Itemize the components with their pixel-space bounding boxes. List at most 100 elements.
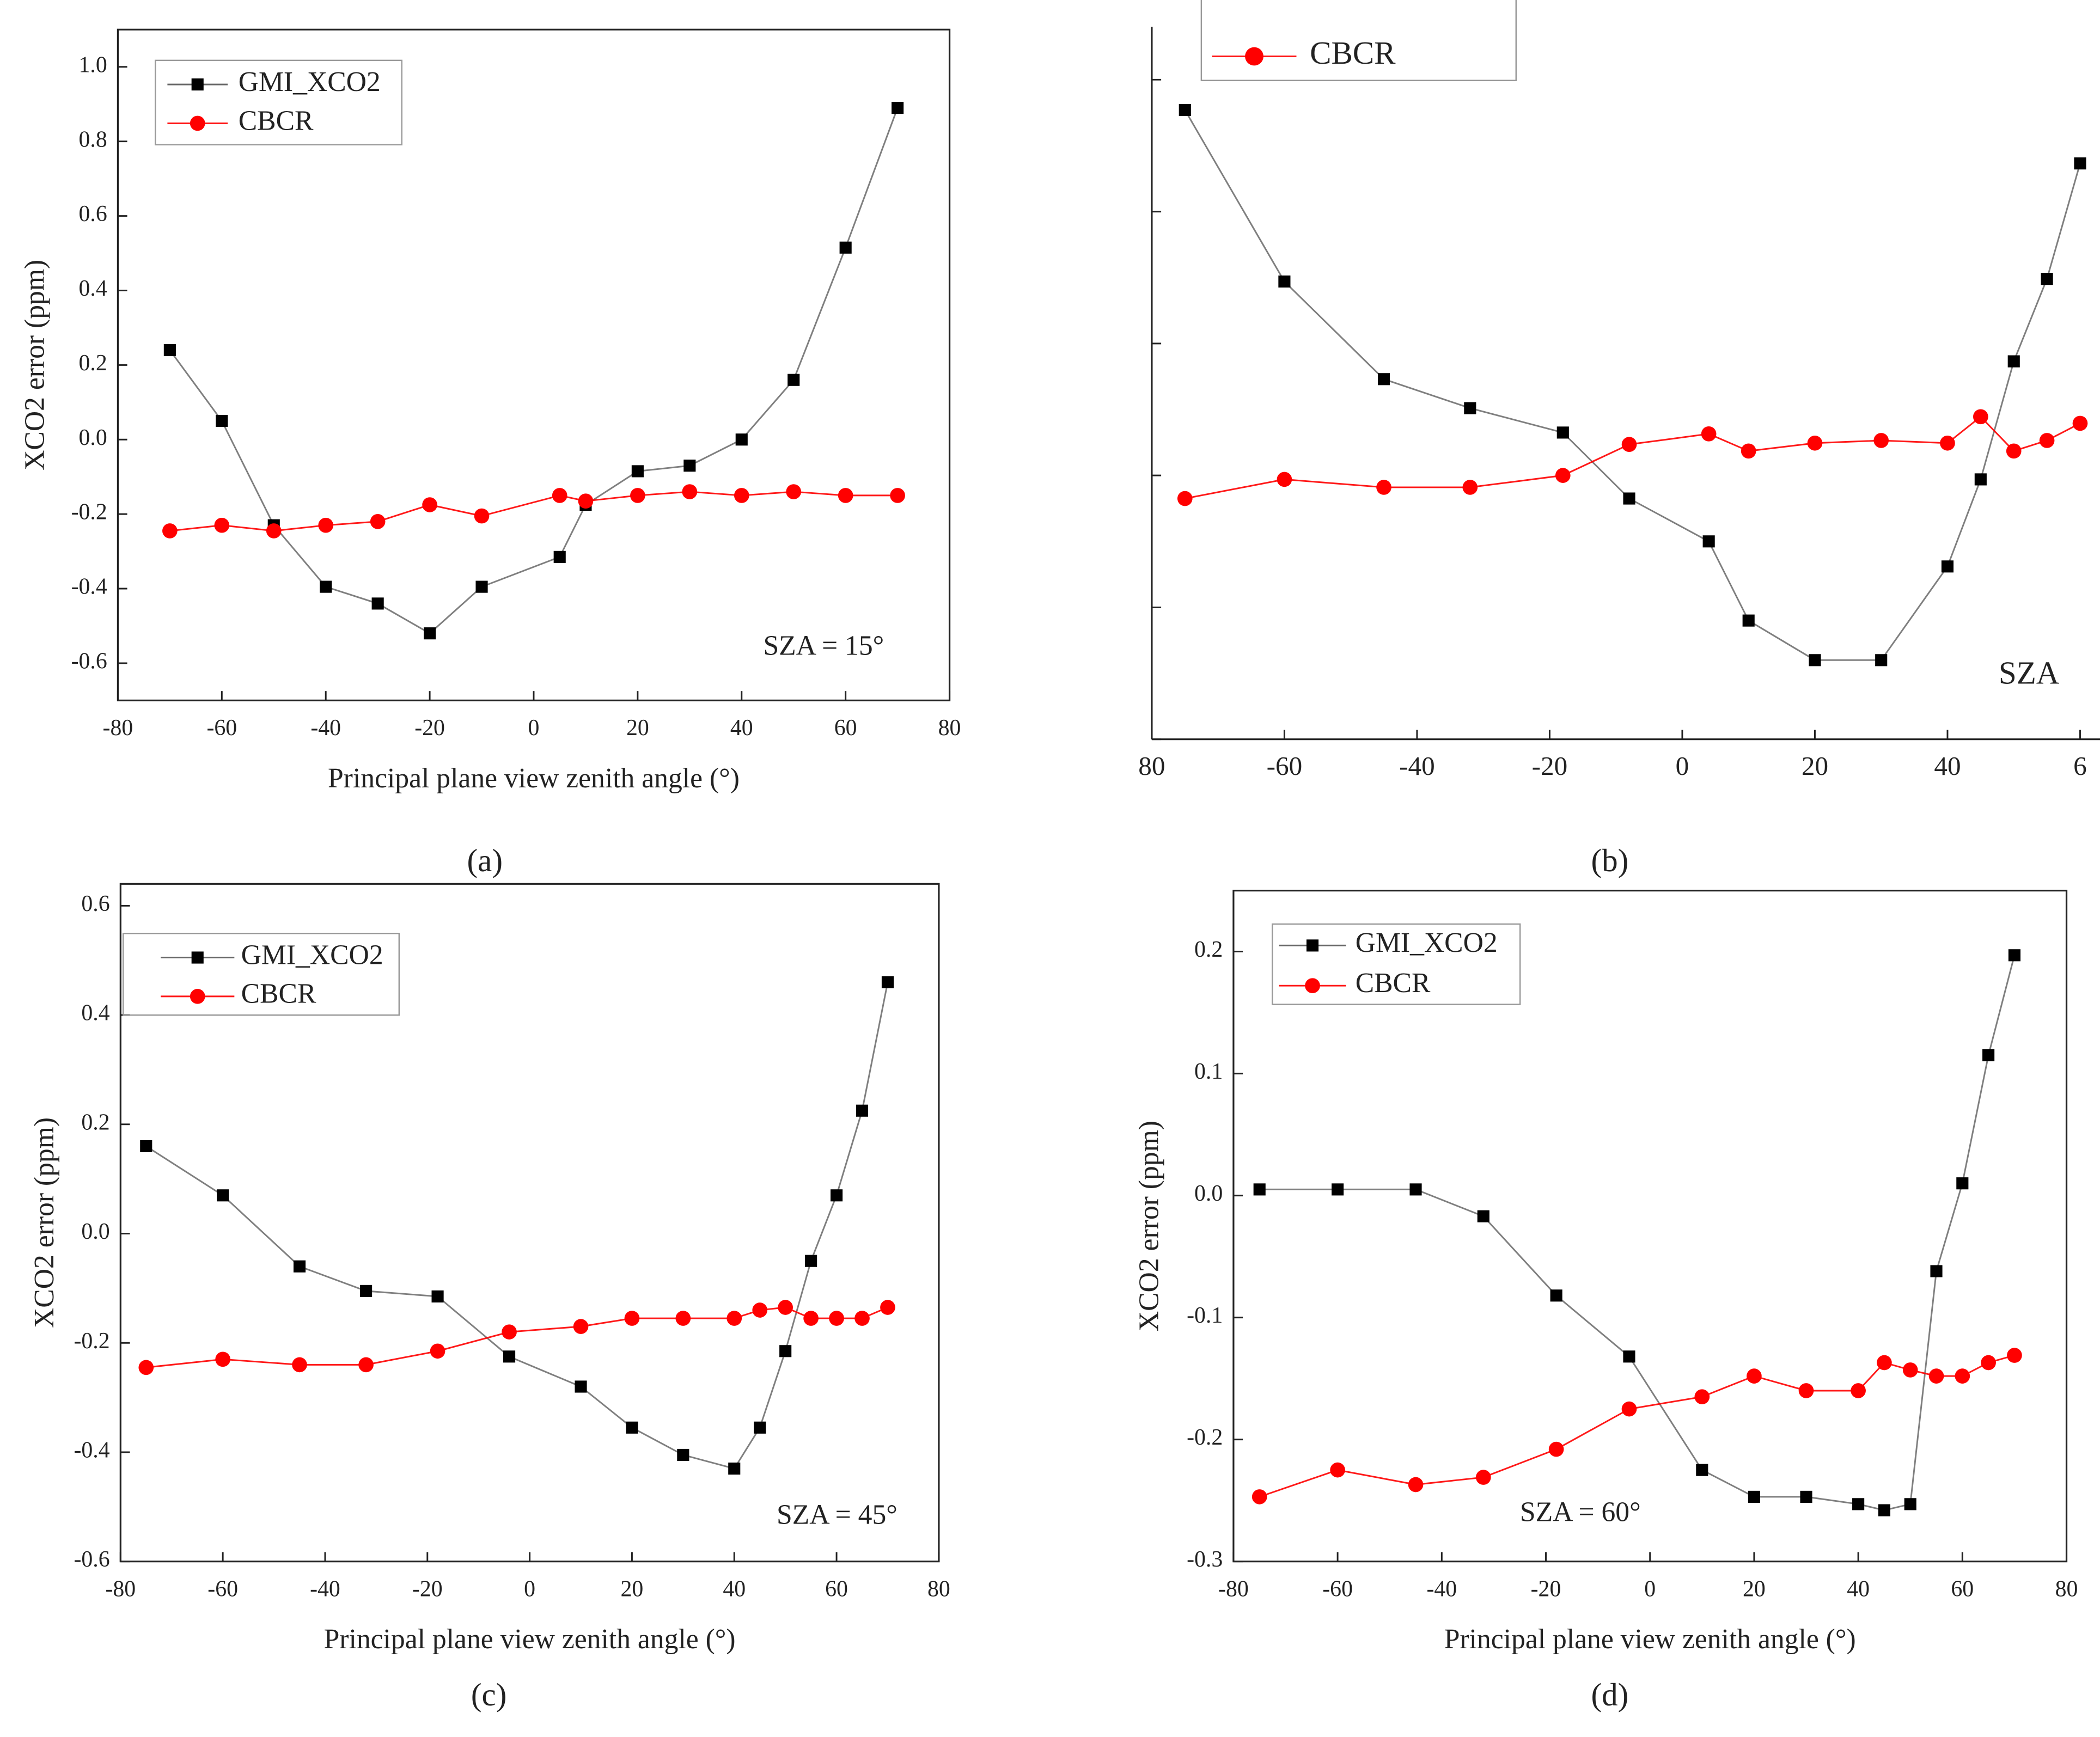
y-tick-label: -0.6 xyxy=(74,1547,109,1572)
data-point xyxy=(1875,654,1888,666)
data-point xyxy=(1748,1490,1760,1503)
x-tick-label: -20 xyxy=(1532,751,1568,781)
x-tick-label: -60 xyxy=(1322,1576,1353,1601)
data-point xyxy=(1798,1383,1814,1398)
data-point xyxy=(1462,480,1478,495)
legend-label: CBCR xyxy=(1356,968,1431,999)
data-point xyxy=(1701,426,1717,442)
data-point xyxy=(502,1324,517,1340)
y-tick-label: 0.0 xyxy=(78,425,107,450)
data-point xyxy=(1851,1383,1866,1398)
data-point xyxy=(1177,491,1193,506)
data-point xyxy=(1696,1464,1708,1476)
data-point xyxy=(1981,1355,1996,1371)
data-point xyxy=(1741,443,1756,459)
data-point xyxy=(683,460,696,472)
data-point xyxy=(1742,614,1755,627)
data-point xyxy=(1376,480,1391,495)
panel-label: (b) xyxy=(1591,842,1629,878)
panel-label: (c) xyxy=(471,1677,507,1712)
data-point xyxy=(503,1350,516,1363)
y-tick-label: -0.2 xyxy=(1187,1425,1223,1450)
legend-marker xyxy=(190,989,205,1004)
y-tick-label: -0.2 xyxy=(74,1329,109,1354)
x-tick-label: -40 xyxy=(1399,751,1435,781)
annotation: SZA = 45° xyxy=(777,1499,898,1530)
data-point xyxy=(779,1345,792,1357)
x-tick-label: -60 xyxy=(207,1576,238,1601)
legend-label: GMI_XCO2 xyxy=(239,66,381,97)
y-tick-label: -0.4 xyxy=(74,1438,109,1463)
legend-marker xyxy=(1305,978,1320,994)
legend-marker xyxy=(190,115,205,131)
x-tick-label: -20 xyxy=(414,715,445,741)
y-tick-label: 0.4 xyxy=(78,276,107,301)
y-tick-label: 0.4 xyxy=(81,1001,109,1026)
x-tick-label: 80 xyxy=(2055,1576,2078,1601)
data-point xyxy=(1409,1183,1422,1196)
x-tick-label: 0 xyxy=(528,715,540,741)
y-tick-label: -0.2 xyxy=(71,500,107,525)
data-point xyxy=(677,1448,689,1461)
legend-marker xyxy=(1306,939,1319,952)
data-point xyxy=(293,1260,306,1273)
y-tick-label: 0.0 xyxy=(81,1219,109,1244)
legend-marker xyxy=(1245,47,1263,66)
data-point xyxy=(214,517,230,533)
y-tick-label: 0.0 xyxy=(1194,1181,1223,1206)
x-tick-label: -20 xyxy=(412,1576,443,1601)
legend-box xyxy=(1200,0,1517,82)
data-point xyxy=(626,1421,638,1434)
data-point xyxy=(140,1140,152,1153)
series-line xyxy=(1259,1354,2015,1498)
data-point xyxy=(371,597,384,610)
data-point xyxy=(854,1311,870,1326)
series-line xyxy=(146,1306,888,1368)
x-tick-label: 40 xyxy=(730,715,753,741)
data-point xyxy=(1852,1498,1865,1510)
data-point xyxy=(430,1343,445,1359)
legend-label: CBCR xyxy=(241,978,316,1010)
y-tick-label: 0.2 xyxy=(78,351,107,376)
data-point xyxy=(631,465,644,478)
y-tick-label: 0.8 xyxy=(78,127,107,152)
data-point xyxy=(1928,1368,1944,1384)
data-point xyxy=(1550,1289,1562,1302)
data-point xyxy=(805,1255,817,1267)
y-tick-label: -0.6 xyxy=(71,649,107,674)
y-tick-label: 0.2 xyxy=(81,1110,109,1135)
annotation: SZA = 60° xyxy=(1520,1496,1641,1527)
data-point xyxy=(881,976,894,988)
series-line xyxy=(145,982,889,1470)
data-point xyxy=(1477,1210,1489,1222)
x-tick-label: -40 xyxy=(1426,1576,1457,1601)
data-point xyxy=(1623,492,1635,505)
x-tick-label: 0 xyxy=(1644,1576,1656,1601)
data-point xyxy=(1694,1389,1710,1405)
y-tick-label: -0.4 xyxy=(71,574,107,600)
data-point xyxy=(1800,1490,1812,1503)
x-tick-label: 20 xyxy=(621,1576,644,1601)
data-point xyxy=(1930,1265,1943,1277)
data-point xyxy=(216,414,228,427)
data-point xyxy=(475,580,488,593)
x-axis-label: Principal plane view zenith angle (°) xyxy=(1444,1624,1856,1655)
x-tick-label: 60 xyxy=(834,715,857,741)
data-point xyxy=(318,517,334,533)
legend-box xyxy=(123,933,400,1016)
data-point xyxy=(1179,103,1191,117)
data-point xyxy=(1332,1183,1344,1196)
x-tick-label: -60 xyxy=(206,715,237,741)
data-point xyxy=(1330,1462,1345,1478)
data-point xyxy=(682,484,698,499)
data-point xyxy=(1555,468,1571,483)
x-tick-label: -40 xyxy=(310,715,341,741)
x-tick-label: 0 xyxy=(1676,751,1689,781)
data-point xyxy=(552,488,567,503)
y-axis-label: XCO2 error (ppm) xyxy=(29,1117,60,1328)
data-point xyxy=(1548,1441,1564,1457)
data-point xyxy=(787,374,800,386)
legend-box xyxy=(155,59,402,146)
data-point xyxy=(474,508,490,524)
data-point xyxy=(735,433,748,446)
